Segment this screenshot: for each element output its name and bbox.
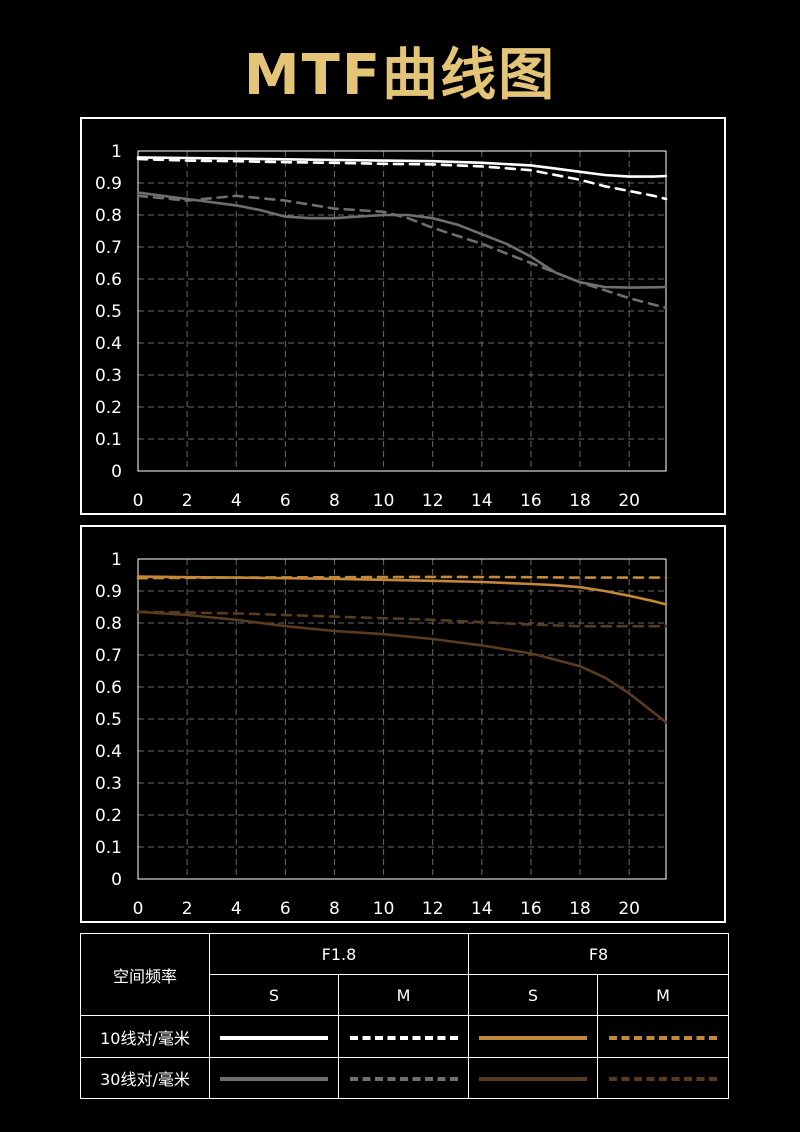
legend-sub-f18-s: S <box>209 974 339 1016</box>
y-tick-label: 0 <box>111 870 122 890</box>
x-tick-label: 12 <box>422 899 444 919</box>
y-tick-label: 0.5 <box>95 710 122 730</box>
y-tick-label: 0.2 <box>95 806 122 826</box>
x-tick-label: 0 <box>133 899 144 919</box>
legend-swatch-f18-30-m <box>349 1077 458 1081</box>
legend-table: 空间频率 F1.8 F8 S M S M 10线对/毫米 30线对/毫米 <box>80 933 730 1099</box>
legend-group-f18: F1.8 <box>209 933 469 975</box>
mtf-chart-f8-plot: 00.10.20.30.40.50.60.70.80.910 2 4 6 8 10 12 14… <box>95 550 668 919</box>
y-tick-label: 0.2 <box>95 398 122 418</box>
y-tick-label: 0.4 <box>95 742 122 762</box>
legend-swatch-f18-10-m <box>349 1035 458 1040</box>
y-tick-label: 0.7 <box>95 238 122 258</box>
legend-group-f8: F8 <box>467 933 730 975</box>
y-tick-label: 0 <box>111 462 122 482</box>
legend-swatch-cell <box>338 1057 469 1099</box>
f18-series-2-line <box>136 157 668 201</box>
legend-swatch-f8-10-m <box>609 1035 717 1040</box>
x-tick-label: 2 <box>182 899 193 919</box>
x-tick-label: 20 <box>618 491 640 511</box>
x-tick-label: 16 <box>520 899 542 919</box>
f8-plot-frame <box>137 558 667 880</box>
legend-swatch-cell <box>468 1015 598 1058</box>
x-tick-label: 10 <box>373 491 395 511</box>
y-tick-label: 0.6 <box>95 270 122 290</box>
x-tick-label: 4 <box>231 491 242 511</box>
mtf-chart-f18: 0 0.1 0.2 0.3 0.4 0.5 0.6 0.7 0.8 0.9 1 0 2 4 6 8 10 12 14… <box>80 117 726 515</box>
f8-series-4-line <box>136 610 668 628</box>
f8-series-3-line <box>136 610 668 724</box>
legend-swatch-f18-30-s <box>220 1077 328 1081</box>
y-tick-label: 0.7 <box>95 646 122 666</box>
f18-plot-frame <box>137 150 667 472</box>
y-tick-label: 0.5 <box>95 302 122 322</box>
x-tick-label: 0 <box>133 491 144 511</box>
y-tick-label: 0.9 <box>95 582 122 602</box>
y-tick-label: 1 <box>111 550 122 570</box>
f18-grid <box>138 151 666 471</box>
f8-grid <box>138 559 666 879</box>
f18-series-1-line <box>136 156 668 178</box>
f18-series-3-line <box>136 191 668 289</box>
y-tick-label: 0.8 <box>95 206 122 226</box>
y-tick-label: 0.3 <box>95 774 122 794</box>
x-tick-label: 16 <box>520 491 542 511</box>
legend-swatch-cell <box>596 1015 730 1058</box>
legend-sub-f8-s: S <box>468 974 598 1016</box>
legend-row-label-10: 10线对/毫米 <box>80 1015 210 1058</box>
x-tick-label: 6 <box>280 899 291 919</box>
y-tick-label: 0.8 <box>95 614 122 634</box>
x-tick-label: 14 <box>471 491 493 511</box>
legend-swatch-f18-10-s <box>220 1035 328 1040</box>
y-tick-label: 0.9 <box>95 174 122 194</box>
x-tick-label: 12 <box>422 491 444 511</box>
legend-swatch-f8-10-s <box>479 1035 587 1040</box>
y-tick-label: 0.4 <box>95 334 122 354</box>
x-tick-label: 8 <box>329 491 340 511</box>
legend-sub-f8-m: M <box>596 974 730 1016</box>
y-tick-label: 1 <box>111 142 122 162</box>
x-tick-label: 8 <box>329 899 340 919</box>
legend-row-label-30: 30线对/毫米 <box>80 1057 210 1099</box>
x-tick-label: 6 <box>280 491 291 511</box>
y-tick-label: 0.1 <box>95 838 122 858</box>
f8-series-2-line <box>136 575 668 580</box>
legend-swatch-cell <box>338 1015 469 1058</box>
legend-header-frequency: 空间频率 <box>80 933 210 1016</box>
legend-swatch-f8-30-m <box>609 1077 717 1081</box>
page-title: MTF曲线图 <box>243 43 557 108</box>
x-tick-label: 14 <box>471 899 493 919</box>
x-tick-label: 18 <box>569 491 591 511</box>
y-tick-label: 0.1 <box>95 430 122 450</box>
x-tick-label: 18 <box>569 899 591 919</box>
legend-swatch-cell <box>209 1015 339 1058</box>
legend-swatch-cell <box>209 1057 339 1099</box>
f18-series-4-line <box>136 194 668 310</box>
legend-swatch-cell <box>468 1057 598 1099</box>
legend-sub-f18-m: M <box>338 974 469 1016</box>
x-tick-label: 2 <box>182 491 193 511</box>
y-tick-label: 0.6 <box>95 678 122 698</box>
x-tick-label: 20 <box>618 899 640 919</box>
x-tick-label: 4 <box>231 899 242 919</box>
mtf-chart-f8: 0 0.1 0.2 0.3 0.4 0.5 0.6 0.7 0.8 0.9 1 0 2 4 6 8 10 12 14… <box>80 525 726 923</box>
x-tick-label: 10 <box>373 899 395 919</box>
legend-swatch-cell <box>596 1057 730 1099</box>
y-tick-label: 0.3 <box>95 366 122 386</box>
legend-swatch-f8-30-s <box>479 1077 587 1081</box>
mtf-chart-f18-plot: 00.10.20.30.40.50.60.70.80.910 2 4 6 8 10 12 14… <box>95 142 668 511</box>
